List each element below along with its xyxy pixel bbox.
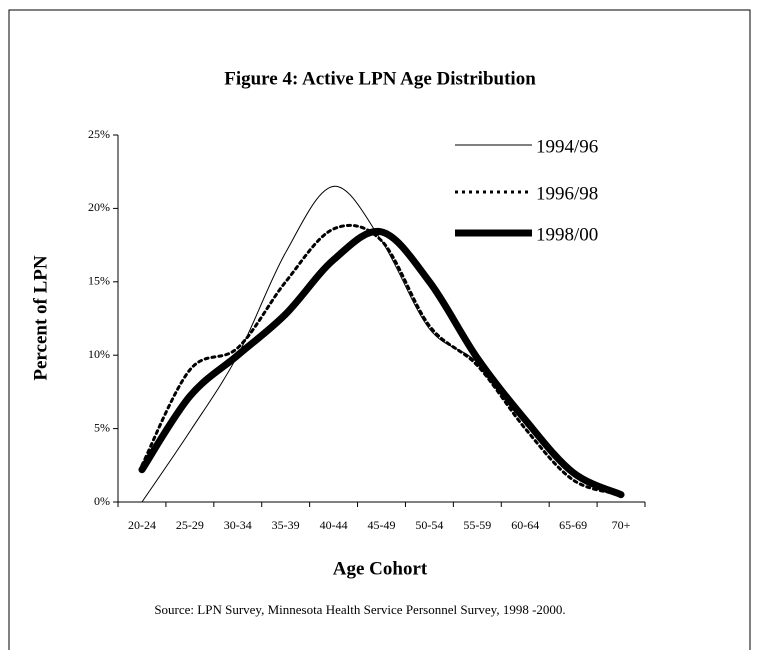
x-tick-label: 50-54 [415,518,443,532]
series-line [138,227,625,499]
x-axis-label: Age Cohort [333,558,428,579]
y-tick-label: 15% [88,274,110,288]
legend-label: 1998/00 [536,224,598,245]
y-tick-label: 10% [88,347,110,361]
x-tick-label: 35-39 [272,518,300,532]
x-tick-label: 45-49 [368,518,396,532]
y-axis-label: Percent of LPN [30,255,51,380]
y-tick-label: 5% [94,420,110,434]
legend-label: 1996/98 [536,183,598,204]
x-tick-label: 60-64 [511,518,539,532]
y-tick-label: 25% [88,127,110,141]
source-note: Source: LPN Survey, Minnesota Health Ser… [154,602,565,617]
series-line [140,223,623,497]
x-tick-label: 65-69 [559,518,587,532]
x-tick-label: 30-34 [224,518,252,532]
x-tick-label: 40-44 [320,518,348,532]
x-tick-label: 70+ [612,518,631,532]
y-tick-label: 20% [88,200,110,214]
frame [8,9,751,650]
x-tick-label: 25-29 [176,518,204,532]
y-tick-label: 0% [94,494,110,508]
chart-title: Figure 4: Active LPN Age Distribution [224,68,536,89]
legend-label: 1994/96 [536,136,598,157]
x-tick-label: 55-59 [463,518,491,532]
x-tick-label: 20-24 [128,518,156,532]
